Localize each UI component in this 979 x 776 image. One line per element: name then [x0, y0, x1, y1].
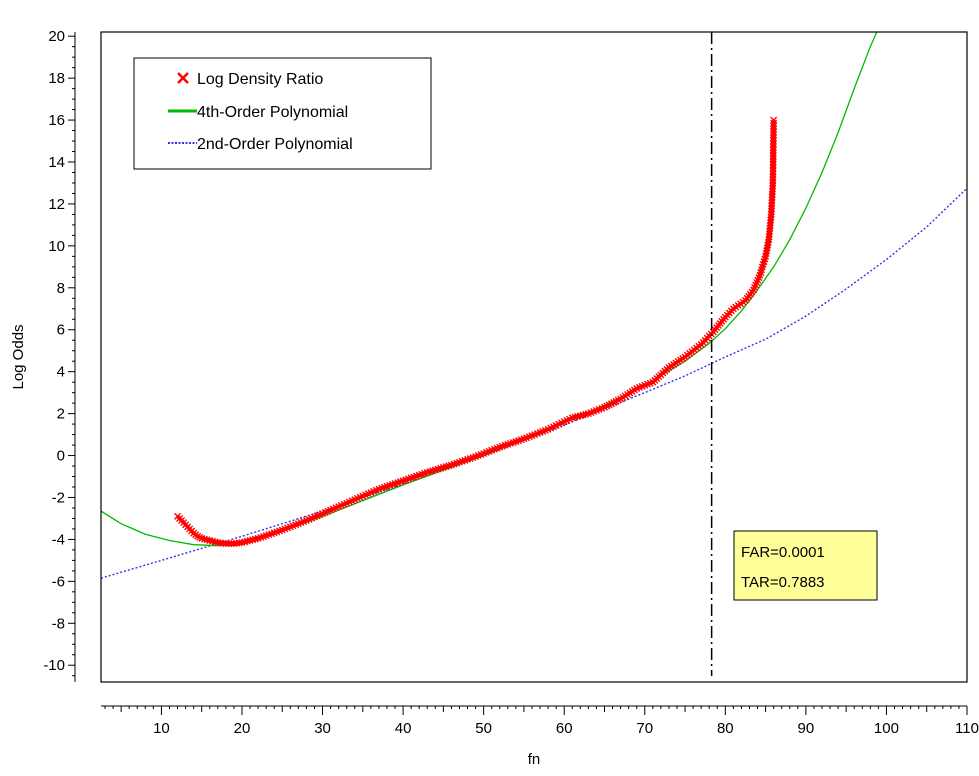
- x-tick-label: 10: [153, 720, 170, 737]
- x-tick-label: 40: [395, 720, 412, 737]
- log-density-ratio-point: [768, 196, 776, 204]
- x-tick-label: 70: [636, 720, 653, 737]
- legend: Log Density Ratio 4th-Order Polynomial 2…: [133, 57, 432, 170]
- legend-marker-x-icon: [177, 72, 189, 84]
- x-tick-label: 30: [314, 720, 331, 737]
- log-density-ratio-point: [769, 182, 777, 190]
- y-tick-label: -6: [52, 573, 65, 590]
- x-tick-label: 110: [955, 720, 979, 737]
- y-tick-label: -2: [52, 489, 65, 506]
- y-tick-label: 20: [48, 28, 65, 45]
- series-2nd-order-polynomial: [101, 187, 967, 579]
- series-layer: [101, 32, 967, 579]
- y-tick-label: 8: [57, 280, 65, 297]
- y-axis-title: Log Odds: [10, 324, 27, 389]
- log-density-ratio-point: [768, 193, 776, 201]
- log-density-ratio-point: [768, 202, 776, 210]
- y-tick-label: 12: [48, 196, 65, 213]
- plot-frame: [100, 31, 968, 683]
- y-tick-label: 14: [48, 154, 65, 171]
- series-group: [101, 32, 967, 579]
- annotation-box: [733, 530, 878, 601]
- log-density-ratio-point: [769, 185, 777, 193]
- log-density-ratio-point: [768, 190, 776, 198]
- legend-label-log-density-ratio: Log Density Ratio: [197, 71, 323, 88]
- x-tick-label: 100: [874, 720, 899, 737]
- log-density-ratio-point: [770, 116, 778, 124]
- legend-box: [133, 57, 432, 170]
- legend-label-2nd-order: 2nd-Order Polynomial: [197, 136, 353, 153]
- y-tick-label: 0: [57, 448, 65, 465]
- y-tick-label: 4: [57, 364, 65, 381]
- log-density-ratio-point: [767, 208, 775, 216]
- axes-layer: -10 -8 -6 -4 -2 0 2 4 6 8 10 12 14 16 18 20 10 20 30 40 50 60…: [43, 28, 979, 737]
- y-tick-label: 6: [57, 322, 65, 339]
- log-density-ratio-point: [222, 540, 230, 548]
- log-density-ratio-point: [227, 540, 235, 548]
- x-tick-label: 50: [475, 720, 492, 737]
- y-tick-label: 2: [57, 406, 65, 423]
- y-tick-label: -8: [52, 615, 65, 632]
- annotation-far: FAR=0.0001: [741, 544, 825, 561]
- y-tick-label: -10: [43, 657, 65, 674]
- x-tick-label: 90: [798, 720, 815, 737]
- series-log-density-ratio: [174, 116, 778, 548]
- y-tick-label: 10: [48, 238, 65, 255]
- y-tick-label: -4: [52, 531, 65, 548]
- x-tick-label: 20: [234, 720, 251, 737]
- annotation-tar: TAR=0.7883: [741, 574, 825, 591]
- legend-label-4th-order: 4th-Order Polynomial: [197, 104, 348, 121]
- x-tick-label: 60: [556, 720, 573, 737]
- x-tick-label: 80: [717, 720, 734, 737]
- log-density-ratio-point: [768, 205, 776, 213]
- y-tick-label: 18: [48, 70, 65, 87]
- x-axis-title: fn: [528, 751, 541, 768]
- y-tick-label: 16: [48, 112, 65, 129]
- log-density-ratio-point: [225, 540, 233, 548]
- log-density-ratio-point: [768, 188, 776, 196]
- log-density-ratio-point: [768, 199, 776, 207]
- far-tar-annotation: FAR=0.0001 TAR=0.7883: [733, 530, 878, 601]
- log-density-ratio-point: [767, 210, 775, 218]
